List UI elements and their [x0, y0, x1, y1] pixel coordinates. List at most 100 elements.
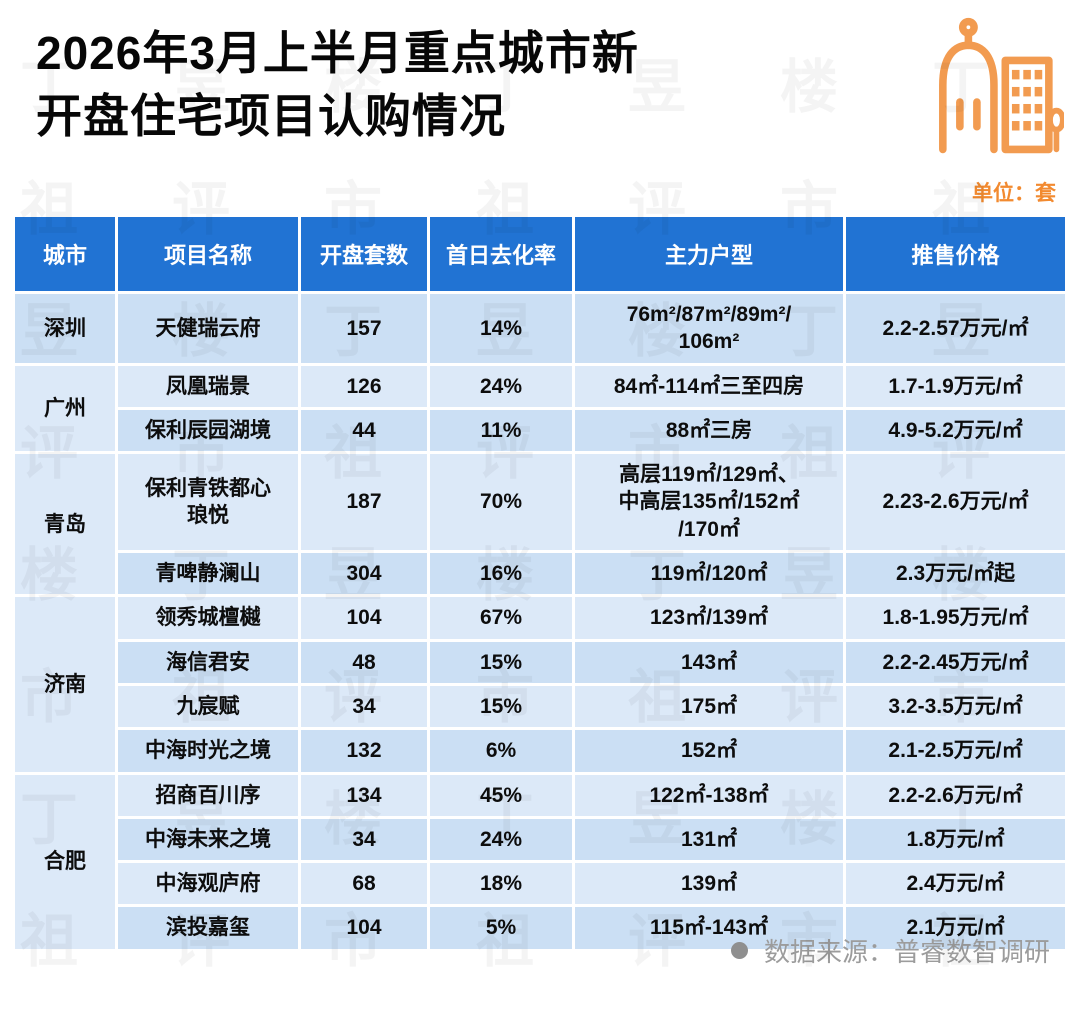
layout-cell: 131㎡ [575, 818, 843, 861]
rate-cell: 70% [430, 454, 572, 551]
table-row: 保利辰园湖境 44 11% 88㎡三房 4.9-5.2万元/㎡ [15, 409, 1065, 452]
project-cell: 凤凰瑞景 [118, 365, 298, 407]
rate-cell: 16% [430, 553, 572, 595]
layout-cell: 115㎡-143㎡ [575, 907, 843, 949]
data-source: 数据来源：普睿数智调研 [730, 932, 1050, 969]
table-row: 合肥 招商百川序 134 45% 122㎡-138㎡ 2.2-2.6万元/㎡ [15, 774, 1065, 949]
city-cell: 济南 [15, 597, 115, 772]
column-header-0: 城市 [15, 217, 115, 291]
units-cell: 134 [301, 774, 427, 816]
units-cell: 104 [301, 597, 427, 639]
header: 2026年3月上半月重点城市新 开盘住宅项目认购情况 [0, 0, 900, 147]
layout-cell: 143㎡ [575, 641, 843, 683]
units-cell: 104 [301, 907, 427, 949]
column-header-5: 推售价格 [846, 217, 1065, 291]
project-cell: 中海未来之境 [118, 818, 298, 861]
page-title: 2026年3月上半月重点城市新 开盘住宅项目认购情况 [36, 27, 639, 142]
price-cell: 2.2-2.6万元/㎡ [846, 774, 1065, 816]
project-cell: 天健瑞云府 [118, 294, 298, 363]
table-row: 九宸赋 34 15% 175㎡ 3.2-3.5万元/㎡ [15, 685, 1065, 728]
price-cell: 1.8万元/㎡ [846, 818, 1065, 861]
project-cell: 保利青铁都心 琅悦 [118, 454, 298, 551]
rate-cell: 6% [430, 730, 572, 772]
price-cell: 2.2-2.57万元/㎡ [846, 294, 1065, 363]
rate-cell: 14% [430, 294, 572, 363]
rate-cell: 24% [430, 818, 572, 861]
city-cell: 合肥 [15, 774, 115, 949]
table-body: 深圳 天健瑞云府 157 14% 76m²/87m²/89m²/ 106m² 2.2-2.… [15, 294, 1065, 949]
project-cell: 招商百川序 [118, 774, 298, 816]
rate-cell: 15% [430, 641, 572, 683]
price-cell: 2.1万元/㎡ [846, 907, 1065, 949]
layout-cell: 88㎡三房 [575, 409, 843, 452]
column-header-3: 首日去化率 [430, 217, 572, 291]
layout-cell: 123㎡/139㎡ [575, 597, 843, 639]
layout-cell: 152㎡ [575, 730, 843, 772]
city-cell: 深圳 [15, 294, 115, 363]
table-row: 广州 凤凰瑞景 126 24% 84㎡-114㎡三至四房 1.7-1.9万元/㎡ [15, 365, 1065, 452]
units-cell: 187 [301, 454, 427, 551]
price-cell: 2.1-2.5万元/㎡ [846, 730, 1065, 772]
price-cell: 1.8-1.95万元/㎡ [846, 597, 1065, 639]
rate-cell: 11% [430, 409, 572, 452]
units-cell: 304 [301, 553, 427, 595]
units-cell: 34 [301, 685, 427, 728]
layout-cell: 122㎡-138㎡ [575, 774, 843, 816]
table-row: 青岛 保利青铁都心 琅悦 187 70% 高层119㎡/129㎡、 中高层135㎡/15… [15, 454, 1065, 595]
price-cell: 2.3万元/㎡起 [846, 553, 1065, 595]
price-cell: 2.2-2.45万元/㎡ [846, 641, 1065, 683]
column-header-2: 开盘套数 [301, 217, 427, 291]
column-header-4: 主力户型 [575, 217, 843, 291]
data-table: 城市 项目名称 开盘套数 首日去化率 主力户型 推售价格 深圳 天健瑞云府 157 14% 76m… [12, 214, 1068, 952]
layout-cell: 139㎡ [575, 863, 843, 905]
rate-cell: 45% [430, 774, 572, 816]
project-cell: 海信君安 [118, 641, 298, 683]
units-cell: 157 [301, 294, 427, 363]
price-cell: 4.9-5.2万元/㎡ [846, 409, 1065, 452]
layout-cell: 119㎡/120㎡ [575, 553, 843, 595]
project-cell: 保利辰园湖境 [118, 409, 298, 452]
unit-label: 单位：套 [972, 182, 1056, 205]
bullet-dot-icon [730, 942, 748, 959]
units-cell: 132 [301, 730, 427, 772]
table-row: 济南 领秀城檀樾 104 67% 123㎡/139㎡ 1.8-1.95万元/㎡ [15, 597, 1065, 772]
price-cell: 2.4万元/㎡ [846, 863, 1065, 905]
price-cell: 3.2-3.5万元/㎡ [846, 685, 1065, 728]
layout-cell: 高层119㎡/129㎡、 中高层135㎡/152㎡ /170㎡ [575, 454, 843, 551]
layout-cell: 175㎡ [575, 685, 843, 728]
rate-cell: 24% [430, 365, 572, 407]
table-row: 海信君安 48 15% 143㎡ 2.2-2.45万元/㎡ [15, 641, 1065, 683]
rate-cell: 67% [430, 597, 572, 639]
rate-cell: 15% [430, 685, 572, 728]
project-cell: 滨投嘉玺 [118, 907, 298, 949]
table-row: 中海未来之境 34 24% 131㎡ 1.8万元/㎡ [15, 818, 1065, 861]
column-header-1: 项目名称 [118, 217, 298, 291]
table-row: 深圳 天健瑞云府 157 14% 76m²/87m²/89m²/ 106m² 2.2-2.… [15, 294, 1065, 363]
table-row: 青啤静澜山 304 16% 119㎡/120㎡ 2.3万元/㎡起 [15, 553, 1065, 595]
rate-cell: 5% [430, 907, 572, 949]
units-cell: 126 [301, 365, 427, 407]
project-cell: 中海时光之境 [118, 730, 298, 772]
rate-cell: 18% [430, 863, 572, 905]
project-cell: 中海观庐府 [118, 863, 298, 905]
table-row: 滨投嘉玺 104 5% 115㎡-143㎡ 2.1万元/㎡ [15, 907, 1065, 949]
city-cell: 青岛 [15, 454, 115, 595]
table-row: 中海时光之境 132 6% 152㎡ 2.1-2.5万元/㎡ [15, 730, 1065, 772]
source-text: 数据来源：普睿数智调研 [763, 937, 1050, 967]
table-row: 中海观庐府 68 18% 139㎡ 2.4万元/㎡ [15, 863, 1065, 905]
units-cell: 68 [301, 863, 427, 905]
units-cell: 44 [301, 409, 427, 452]
project-cell: 九宸赋 [118, 685, 298, 728]
project-cell: 领秀城檀樾 [118, 597, 298, 639]
table-header: 城市 项目名称 开盘套数 首日去化率 主力户型 推售价格 [15, 217, 1065, 291]
price-cell: 2.23-2.6万元/㎡ [846, 454, 1065, 551]
table-header-row: 城市 项目名称 开盘套数 首日去化率 主力户型 推售价格 [15, 217, 1065, 291]
units-cell: 34 [301, 818, 427, 861]
price-cell: 1.7-1.9万元/㎡ [846, 365, 1065, 407]
units-cell: 48 [301, 641, 427, 683]
layout-cell: 76m²/87m²/89m²/ 106m² [575, 294, 843, 363]
layout-cell: 84㎡-114㎡三至四房 [575, 365, 843, 407]
city-buildings-icon [922, 10, 1066, 162]
project-cell: 青啤静澜山 [118, 553, 298, 595]
city-cell: 广州 [15, 365, 115, 452]
